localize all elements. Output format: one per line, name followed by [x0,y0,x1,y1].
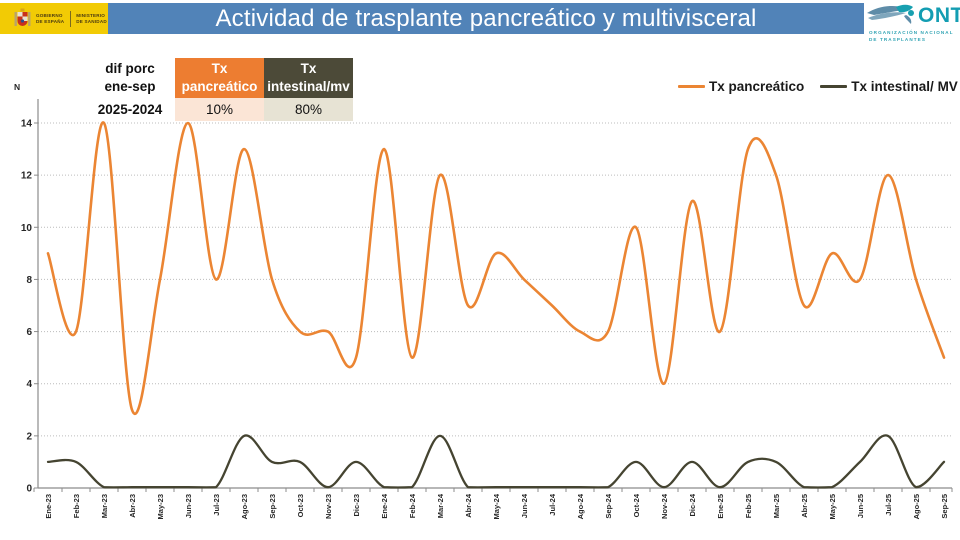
x-tick-label: Sep-23 [268,494,277,519]
x-tick-label: Jun-24 [520,493,529,518]
ont-bird-icon [867,4,914,24]
x-tick-label: May-25 [828,494,837,519]
ministerio-sanidad-label: MINISTERIO DE SANIDAD [76,12,107,24]
y-tick-label: 0 [26,484,32,495]
legend-label-pancreatico: Tx pancreático [709,79,805,94]
header-bar: GOBIERNO DE ESPAÑA MINISTERIO DE SANIDAD… [0,3,960,43]
x-tick-label: Sep-25 [940,494,949,519]
x-tick-label: Ene-25 [716,494,725,519]
x-tick-label: Dic-24 [688,493,697,516]
y-axis-unit-label: N [14,82,21,92]
ont-name: ONT [918,4,960,27]
series-line-tx-pancre-tico [46,121,946,415]
x-tick-label: Abr-25 [800,494,809,518]
gov-espana-label: GOBIERNO DE ESPAÑA [36,12,65,24]
y-tick-label: 4 [26,379,32,390]
x-tick-label: Abr-23 [128,494,137,518]
x-tick-label: Ago-23 [240,494,249,519]
x-tick-label: Mar-24 [436,493,445,518]
y-tick-label: 12 [21,171,33,182]
summary-col-intestinal-header: Tx intestinal/mv [264,58,353,98]
chart-legend: Tx pancreático Tx intestinal/ MV [678,79,958,94]
summary-row-label: 2025-2024 [97,102,163,117]
x-tick-label: Oct-23 [296,494,305,517]
legend-label-intestinal: Tx intestinal/ MV [851,79,958,94]
x-tick-label: Feb-23 [72,494,81,518]
x-tick-label: Jun-23 [184,494,193,518]
x-tick-label: Feb-25 [744,494,753,518]
legend-item-intestinal: Tx intestinal/ MV [820,79,958,94]
x-tick-label: Oct-24 [632,493,641,517]
x-tick-label: Jul-23 [212,494,221,516]
summary-col-pancreatico-header: Tx pancreático [175,58,264,98]
x-tick-label: Sep-24 [604,493,613,518]
x-tick-label: Ago-24 [576,493,585,519]
x-tick-label: Ene-24 [380,493,389,518]
y-tick-label: 6 [26,327,32,338]
y-tick-label: 14 [21,119,33,130]
legend-item-pancreatico: Tx pancreático [678,79,804,94]
y-tick-label: 8 [26,275,32,286]
x-tick-label: Abr-24 [464,493,473,518]
summary-period-header: dif porc ene-sep [104,61,156,94]
y-tick-label: 2 [26,431,32,442]
spain-gov-logo: GOBIERNO DE ESPAÑA MINISTERIO DE SANIDAD [0,3,108,34]
x-tick-label: May-24 [492,493,501,519]
x-tick-label: Jun-25 [856,494,865,518]
x-tick-label: Nov-23 [324,494,333,519]
summary-value-intestinal: 80% [264,98,353,121]
x-tick-label: May-23 [156,494,165,519]
x-tick-label: Mar-23 [100,494,109,518]
x-tick-label: Mar-25 [772,494,781,518]
legend-swatch-intestinal [820,85,848,88]
x-tick-label: Jul-25 [884,494,893,516]
ont-logo: ONT ORGANIZACIÓN NACIONAL DE TRASPLANTES [866,3,960,43]
page-title: Actividad de trasplante pancreático y mu… [215,4,757,32]
x-tick-label: Jul-24 [548,493,557,516]
title-banner: Actividad de trasplante pancreático y mu… [108,3,864,34]
x-tick-label: Ago-25 [912,494,921,519]
x-tick-label: Ene-23 [44,494,53,519]
x-tick-label: Dic-23 [352,494,361,517]
spain-coat-of-arms-icon [14,8,31,26]
x-tick-label: Nov-24 [660,493,669,519]
y-tick-label: 10 [21,223,33,234]
x-tick-label: Feb-24 [408,493,417,518]
ont-subtitle: ORGANIZACIÓN NACIONAL DE TRASPLANTES [869,30,954,42]
series-line-tx-intestinal-mv [46,434,946,489]
summary-value-pancreatico: 10% [175,98,264,121]
gov-divider [70,10,72,27]
legend-swatch-pancreatico [678,85,705,88]
summary-table: dif porc ene-sep Tx pancreático Tx intes… [85,58,353,121]
